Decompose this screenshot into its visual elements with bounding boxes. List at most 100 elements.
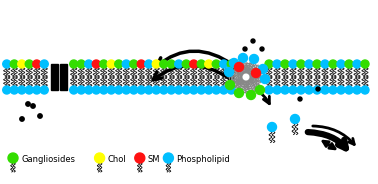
Circle shape [10, 60, 18, 68]
Circle shape [316, 87, 320, 91]
Circle shape [40, 86, 48, 94]
Circle shape [259, 65, 268, 73]
Circle shape [212, 60, 220, 68]
Circle shape [122, 60, 130, 68]
Circle shape [337, 86, 345, 94]
Circle shape [167, 60, 175, 68]
Circle shape [212, 86, 220, 94]
Circle shape [145, 60, 153, 68]
Circle shape [8, 153, 18, 163]
Circle shape [243, 47, 247, 51]
Circle shape [225, 68, 234, 77]
Circle shape [26, 102, 30, 106]
Circle shape [160, 86, 168, 94]
Circle shape [305, 60, 313, 68]
Text: SM: SM [148, 155, 160, 164]
Circle shape [54, 82, 57, 86]
Circle shape [289, 60, 297, 68]
Circle shape [227, 60, 235, 68]
Circle shape [115, 60, 123, 68]
Circle shape [229, 59, 239, 68]
Circle shape [38, 114, 42, 118]
Circle shape [130, 86, 138, 94]
Circle shape [289, 86, 297, 94]
Circle shape [100, 86, 108, 94]
Circle shape [297, 86, 305, 94]
Circle shape [115, 86, 123, 94]
Circle shape [3, 86, 11, 94]
Circle shape [92, 86, 100, 94]
Circle shape [205, 86, 213, 94]
Text: Phospholipid: Phospholipid [177, 155, 230, 164]
Circle shape [70, 86, 78, 94]
Circle shape [167, 86, 175, 94]
Circle shape [190, 60, 198, 68]
Circle shape [260, 47, 264, 51]
Circle shape [163, 153, 174, 163]
Circle shape [197, 86, 205, 94]
Circle shape [234, 89, 243, 98]
Circle shape [107, 60, 115, 68]
Circle shape [353, 60, 361, 68]
Circle shape [337, 60, 345, 68]
Circle shape [18, 60, 26, 68]
Circle shape [251, 68, 260, 77]
Bar [60, 64, 67, 90]
Circle shape [33, 60, 41, 68]
Circle shape [20, 117, 24, 121]
Circle shape [190, 86, 198, 94]
Circle shape [85, 60, 93, 68]
Circle shape [246, 91, 256, 100]
Circle shape [234, 63, 243, 72]
Circle shape [313, 86, 321, 94]
Circle shape [25, 86, 33, 94]
Circle shape [160, 60, 168, 68]
Circle shape [175, 86, 183, 94]
Circle shape [321, 60, 329, 68]
Circle shape [281, 86, 289, 94]
Circle shape [205, 60, 213, 68]
Circle shape [273, 60, 281, 68]
Circle shape [329, 60, 337, 68]
Circle shape [313, 60, 321, 68]
Circle shape [268, 123, 276, 132]
Bar [51, 64, 58, 90]
Circle shape [251, 39, 255, 43]
Circle shape [145, 86, 153, 94]
Circle shape [265, 86, 273, 94]
Circle shape [137, 60, 145, 68]
Circle shape [227, 86, 235, 94]
Circle shape [137, 86, 145, 94]
Circle shape [305, 86, 313, 94]
Circle shape [135, 153, 145, 163]
Circle shape [130, 60, 138, 68]
Circle shape [353, 86, 361, 94]
Circle shape [107, 86, 115, 94]
Circle shape [152, 86, 160, 94]
Circle shape [197, 60, 205, 68]
Circle shape [3, 60, 11, 68]
Circle shape [291, 114, 299, 123]
Circle shape [77, 86, 85, 94]
Circle shape [122, 86, 130, 94]
Circle shape [239, 54, 248, 63]
Circle shape [18, 86, 26, 94]
Circle shape [298, 97, 302, 101]
Circle shape [175, 60, 183, 68]
Circle shape [25, 60, 33, 68]
Circle shape [152, 60, 160, 68]
Circle shape [345, 60, 353, 68]
Circle shape [31, 104, 35, 108]
Circle shape [256, 86, 265, 95]
Text: Gangliosides: Gangliosides [21, 155, 75, 164]
Circle shape [226, 81, 234, 89]
Circle shape [54, 75, 57, 79]
Circle shape [249, 54, 259, 63]
Circle shape [182, 60, 190, 68]
Circle shape [100, 60, 108, 68]
Circle shape [297, 60, 305, 68]
Circle shape [220, 86, 228, 94]
Circle shape [281, 60, 289, 68]
Circle shape [70, 60, 78, 68]
Circle shape [361, 60, 369, 68]
